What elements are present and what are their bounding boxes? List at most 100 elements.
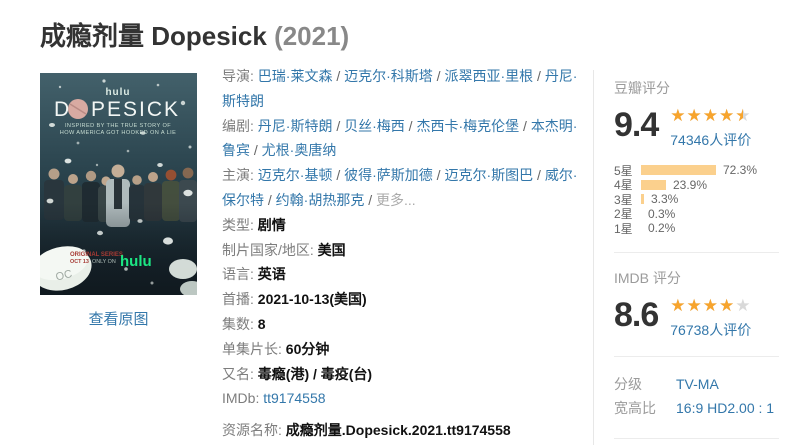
svg-text:OC: OC — [54, 268, 73, 284]
aspect-ratio-value[interactable]: 16:9 HD2.00 : 1 — [676, 399, 775, 416]
text-link[interactable]: 尤根·奥唐纳 — [261, 142, 337, 159]
bar-4star — [641, 179, 666, 190]
poster-title: D PESICK — [54, 98, 178, 121]
resource-name-value: 成瘾剂量.Dopesick.2021.tt9174558 — [285, 422, 511, 438]
breakdown-row-1star: 1星 0.2% — [614, 221, 676, 236]
info-line-episodes: 集数: 8 — [222, 312, 580, 337]
text-link[interactable]: 贝丝·梅西 — [344, 117, 405, 134]
field-text: 2021-10-13(美国) — [257, 291, 367, 308]
divider — [614, 251, 779, 253]
field-text: / — [432, 167, 445, 184]
text-link[interactable]: 派翠西亚·里根 — [444, 68, 534, 84]
text-link[interactable]: 本杰明·鲁宾 — [222, 117, 578, 159]
rating-panel: 豆瓣评分 9.4 ★★★★★★★★★★ 74346人评价 5星 72.3% 4星… — [593, 70, 789, 445]
field-text: / — [364, 191, 377, 208]
divider — [614, 437, 779, 439]
content-rating-value[interactable]: TV-MA — [676, 375, 719, 392]
hulu-logo-bottom: hulu — [120, 253, 152, 270]
text-link[interactable]: 约翰·胡热那克 — [275, 191, 365, 208]
field-text: 60分钟 — [285, 340, 330, 357]
imdb-stars-icon: ★★★★★★★★★★ — [670, 295, 752, 315]
douban-score: 9.4 — [614, 106, 659, 144]
text-link[interactable]: 丹尼·斯特朗 — [222, 68, 578, 109]
text-link[interactable]: 迈克尔·基顿 — [257, 167, 333, 184]
resource-name-label: 资源名称: — [222, 422, 286, 438]
douban-rating: 9.4 ★★★★★★★★★★ 74346人评价 — [614, 107, 789, 150]
info-line-premiere: 首播: 2021-10-13(美国) — [222, 287, 580, 312]
breakdown-row-4star: 4星 23.9% — [614, 177, 708, 193]
text-link[interactable]: tt9174558 — [263, 390, 326, 407]
info-line-directors: 导演: 巴瑞·莱文森 / 迈克尔·科斯塔 / 派翠西亚·里根 / 丹尼·斯特朗 — [222, 64, 580, 114]
content-rating-label: 分级 — [614, 375, 642, 392]
breakdown-row-3star: 3星 3.3% — [614, 192, 679, 207]
info-line-writers: 编剧: 丹尼·斯特朗 / 贝丝·梅西 / 杰西卡·梅克伦堡 / 本杰明·鲁宾 /… — [222, 114, 580, 164]
field-label: 制片国家/地区: — [222, 241, 318, 258]
poster-column: OC hulu D PESICK INSPIRED BY THE TRUE ST… — [40, 73, 197, 329]
title-text: 成瘾剂量 Dopesick — [40, 21, 267, 51]
big-pill: OC — [40, 246, 92, 291]
field-text: / — [519, 117, 531, 134]
field-text: / — [533, 167, 545, 184]
svg-text:D: D — [54, 98, 71, 121]
text-link[interactable]: 巴瑞·莱文森 — [257, 68, 333, 84]
text-link[interactable]: 威尔·保尔特 — [222, 167, 578, 208]
aspect-ratio-label: 宽高比 — [614, 399, 656, 416]
text-link[interactable]: 彼得·萨斯加德 — [344, 167, 433, 184]
field-text: 美国 — [317, 241, 346, 258]
text-link[interactable]: 丹尼·斯特朗 — [257, 117, 333, 134]
field-label: 单集片长: — [222, 340, 286, 357]
cast-silhouettes — [40, 164, 197, 295]
bar-5star — [641, 165, 716, 176]
field-label: IMDb: — [222, 390, 264, 407]
info-line-genre: 类型: 剧情 — [222, 213, 580, 238]
field-text: / — [264, 191, 276, 208]
text-link[interactable]: 迈克尔·斯图巴 — [444, 167, 534, 184]
field-label: 主演: — [222, 167, 258, 184]
field-label: 类型: — [222, 216, 258, 233]
field-label: 编剧: — [222, 117, 258, 134]
resource-name-line: 资源名称: 成瘾剂量.Dopesick.2021.tt9174558 — [222, 420, 511, 440]
field-text: / — [332, 68, 345, 84]
info-line-runtime: 单集片长: 60分钟 — [222, 337, 580, 362]
field-text: 更多... — [376, 191, 416, 208]
field-label: 集数: — [222, 315, 258, 332]
title-year: (2021) — [274, 21, 350, 51]
poster-tagline-1: INSPIRED BY THE TRUE STORY OF — [65, 123, 171, 129]
field-text: 8 — [257, 315, 266, 332]
rating-breakdown: 5星 72.3% 4星 23.9% 3星 3.3% 2星 0.3% 1星 — [614, 163, 789, 236]
field-text: / — [250, 142, 262, 159]
field-text: / — [332, 117, 345, 134]
info-line-country: 制片国家/地区: 美国 — [222, 238, 580, 263]
text-link[interactable]: 迈克尔·科斯塔 — [344, 68, 433, 84]
movie-info: 导演: 巴瑞·莱文森 / 迈克尔·科斯塔 / 派翠西亚·里根 / 丹尼·斯特朗 … — [222, 64, 580, 411]
field-label: 又名: — [222, 365, 258, 382]
field-text: 英语 — [257, 266, 286, 283]
poster-image[interactable]: OC hulu D PESICK INSPIRED BY THE TRUE ST… — [40, 73, 197, 295]
field-text: 剧情 — [257, 216, 286, 233]
poster-promo: ORIGINAL SERIES OCT 13 ONLY ON hulu — [70, 252, 152, 270]
info-line-imdb: IMDb: tt9174558 — [222, 386, 580, 411]
info-line-aka: 又名: 毒瘾(港) / 毒疫(台) — [222, 362, 580, 387]
field-text: / — [533, 68, 545, 84]
poster-tagline-2: HOW AMERICA GOT HOOKED ON A LIE — [60, 130, 176, 136]
hulu-logo-top: hulu — [105, 87, 130, 98]
text-link[interactable]: 杰西卡·梅克伦堡 — [416, 117, 520, 134]
divider — [614, 355, 779, 357]
field-label: 首播: — [222, 291, 258, 308]
imdb-rating-label: IMDB 评分 — [614, 269, 681, 286]
view-original-link[interactable]: 查看原图 — [88, 311, 149, 328]
field-text: 毒瘾(港) / 毒疫(台) — [257, 365, 373, 382]
bar-3star — [641, 194, 644, 205]
breakdown-row-5star: 5星 72.3% — [614, 163, 758, 178]
douban-stars-icon: ★★★★★★★★★★ — [670, 106, 752, 125]
imdb-votes-link[interactable]: 76738人评价 — [670, 321, 752, 338]
info-line-language: 语言: 英语 — [222, 262, 580, 287]
page-title: 成瘾剂量 Dopesick (2021) — [40, 16, 349, 53]
svg-text:ORIGINAL SERIES: ORIGINAL SERIES — [70, 252, 123, 258]
field-text: / — [332, 167, 345, 184]
douban-votes-link[interactable]: 74346人评价 — [670, 132, 752, 148]
field-label: 语言: — [222, 266, 258, 283]
breakdown-row-2star: 2星 0.3% — [614, 206, 676, 222]
svg-text:ONLY ON: ONLY ON — [92, 259, 116, 265]
